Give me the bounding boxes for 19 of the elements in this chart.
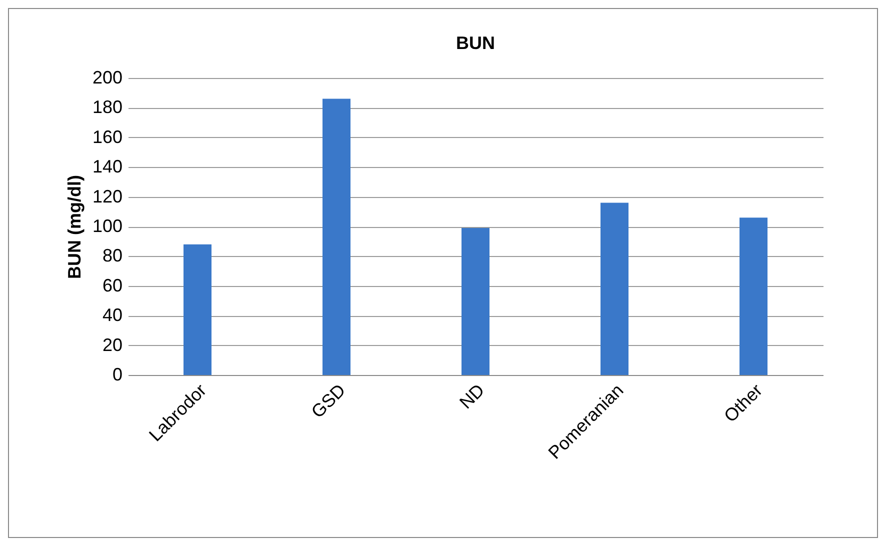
- chart-title: BUN: [456, 33, 495, 53]
- bar: [462, 228, 490, 375]
- y-tick-label: 180: [92, 97, 122, 118]
- y-tick-label: 100: [92, 216, 122, 236]
- y-tick-label: 40: [102, 305, 122, 326]
- bar: [740, 218, 768, 375]
- y-tick-label: 160: [92, 126, 122, 147]
- x-tick-label: ND: [456, 380, 488, 413]
- y-tick-label: 20: [102, 334, 122, 355]
- bar: [322, 98, 350, 375]
- bar: [184, 244, 212, 375]
- y-tick-label: 0: [112, 364, 122, 384]
- y-tick-label: 140: [92, 156, 122, 177]
- y-tick-label: 80: [102, 246, 122, 266]
- y-axis-title: BUN (mg/dl): [64, 175, 84, 279]
- y-tick-label: 60: [102, 275, 122, 296]
- y-tick-label: 120: [92, 186, 122, 206]
- y-tick-label: 200: [92, 68, 122, 88]
- bar: [600, 202, 628, 375]
